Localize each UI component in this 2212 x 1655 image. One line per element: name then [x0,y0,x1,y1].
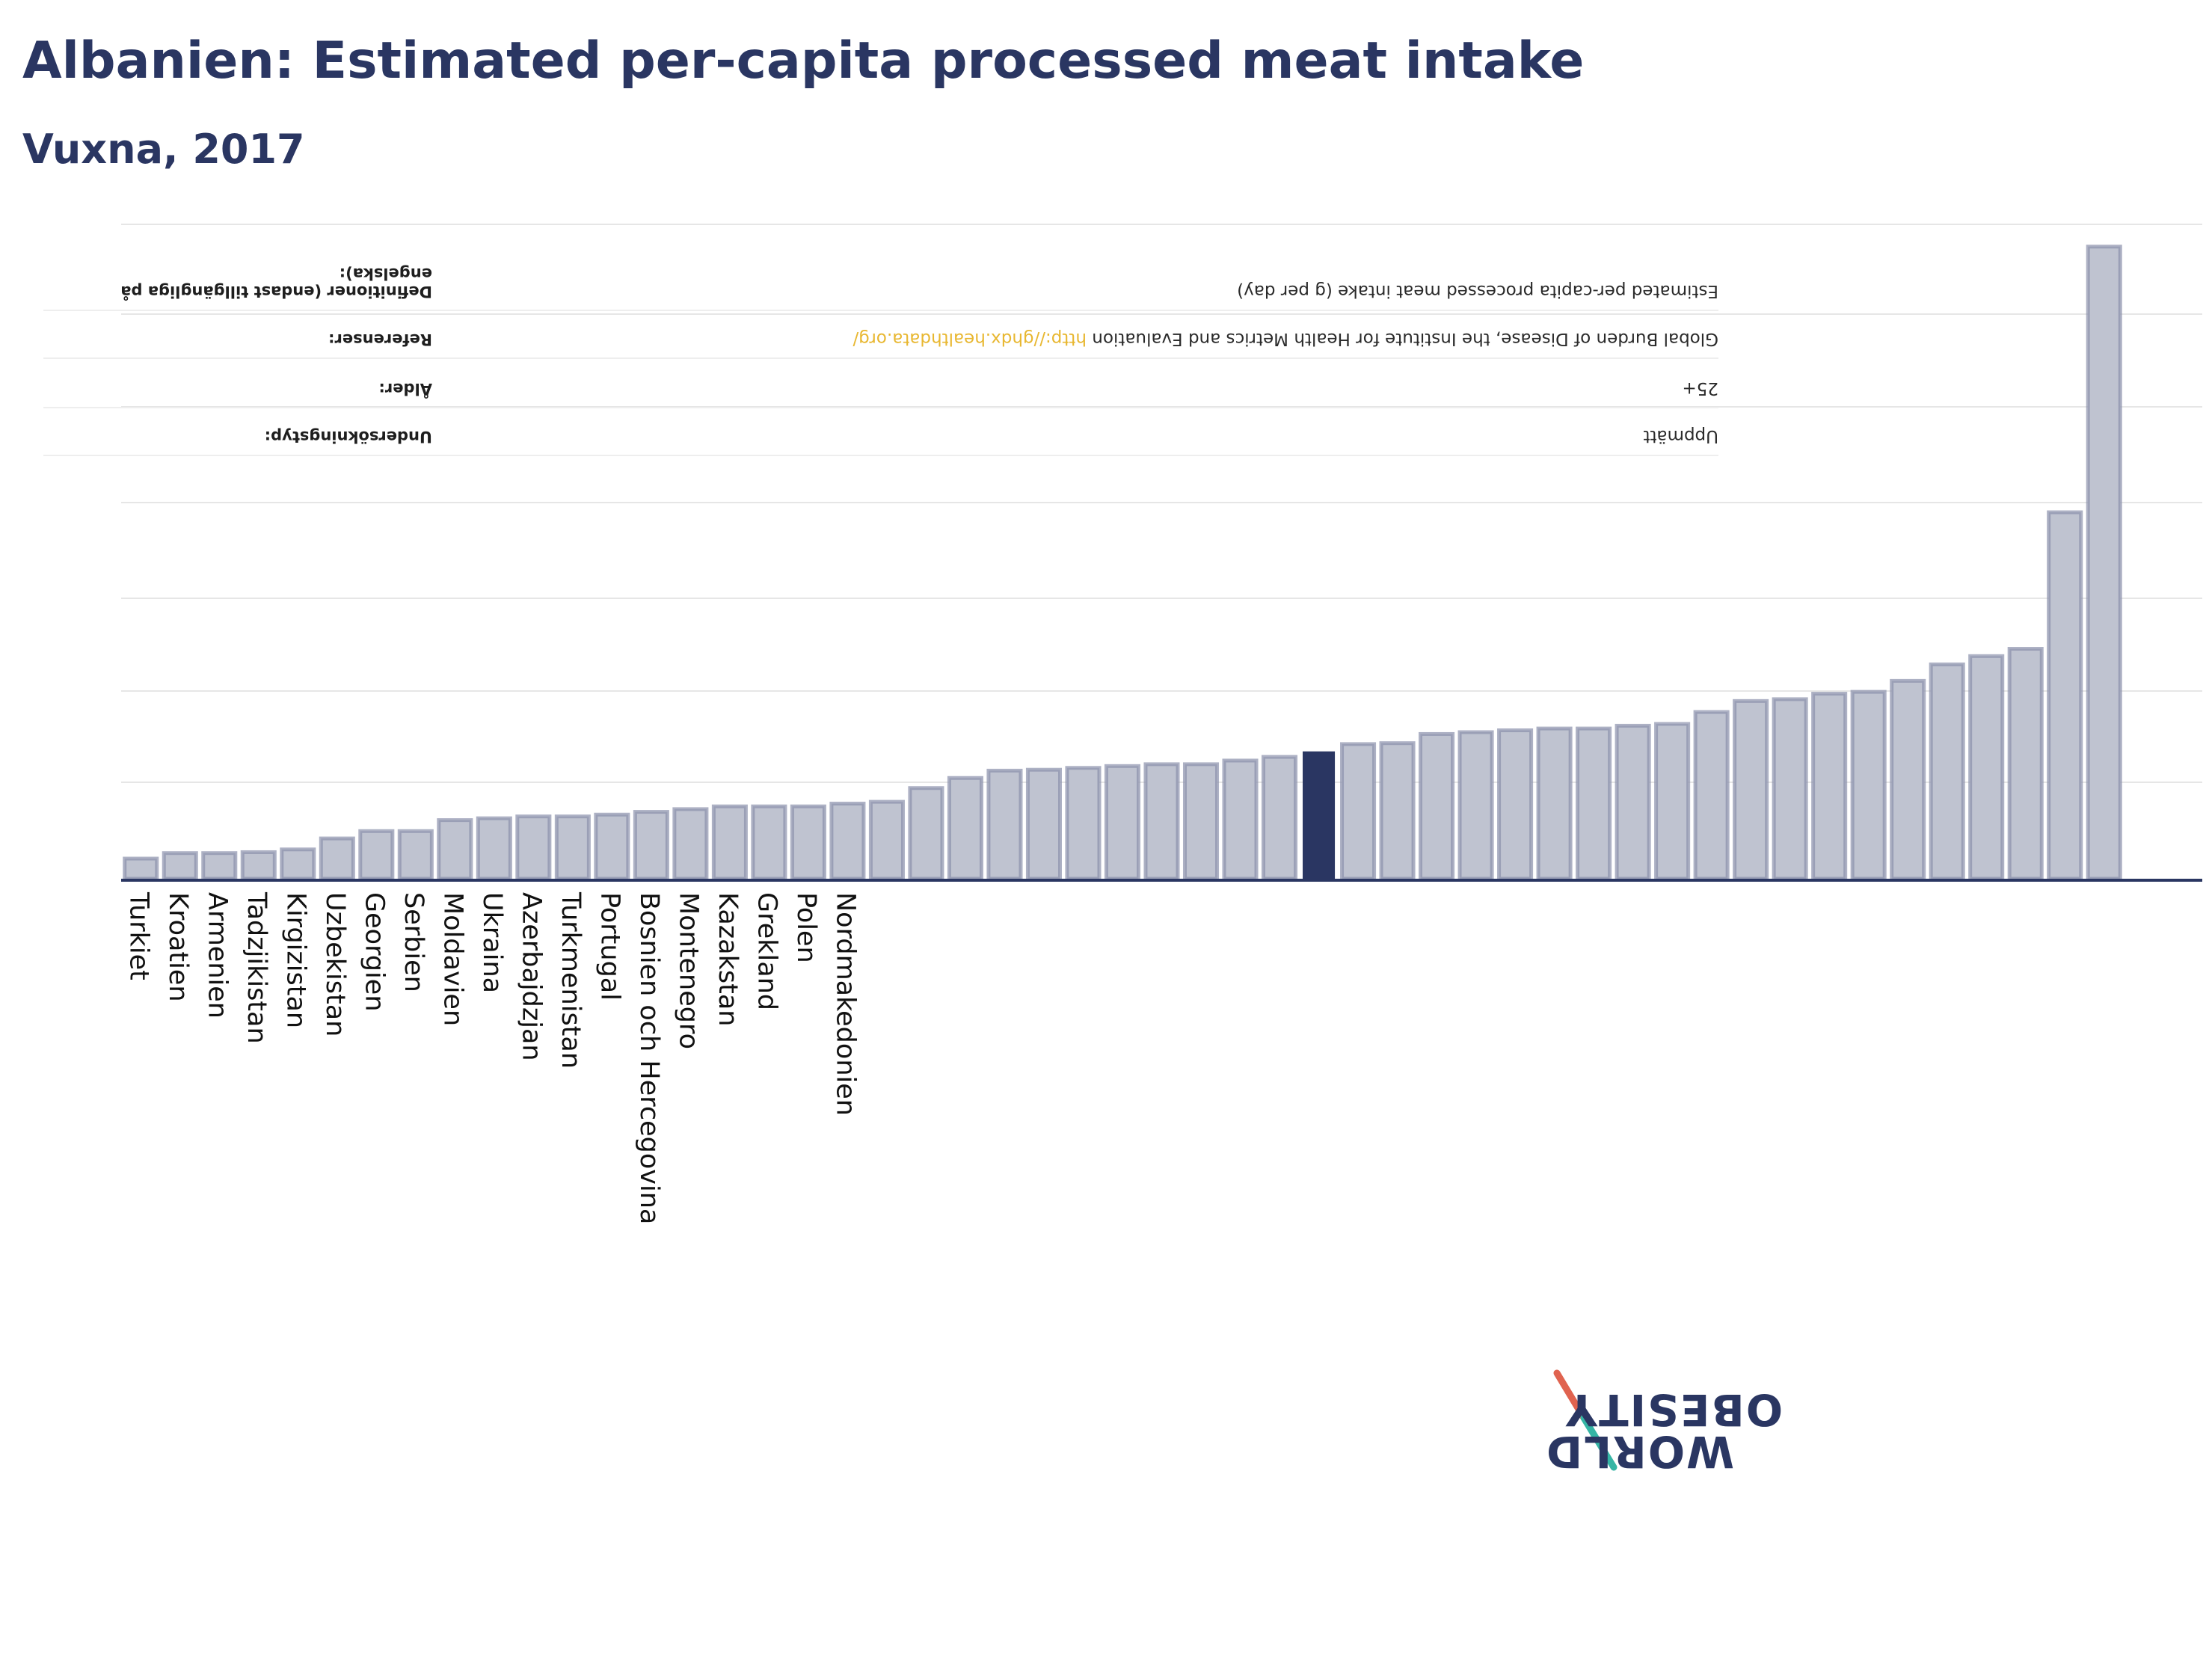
bar-serbien [397,829,434,881]
bar-33 [1419,731,1455,881]
bar-42 [1772,697,1808,881]
bar-georgien [358,829,395,881]
logo-word-world: WORLD [1545,1426,1735,1477]
bar-kazakstan [711,804,748,881]
bar-47 [1968,654,2005,881]
chart-title: Albanien: Estimated per-capita processed… [22,31,1585,90]
tick-label-ukraina: Ukraina [477,892,507,993]
bar-35 [1497,728,1534,881]
bar-48 [2007,647,2044,881]
bar-montenegro [672,807,709,881]
bar-27 [1182,762,1220,881]
bar-portugal [594,812,630,881]
bar-grekland [751,804,787,881]
bar-25 [1104,764,1141,881]
bar-tadzjikistan [240,850,277,881]
bar-kirgizistan [280,847,316,881]
bar-39 [1654,722,1691,881]
tick-label-turkmenistan: Turkmenistan [556,891,586,1069]
logo-slash-icon [1553,1369,1617,1471]
tick-label-montenegro: Montenegro [673,892,703,1049]
bar-49 [2047,510,2083,881]
bar-20 [908,786,944,881]
bar-38 [1615,723,1651,881]
bar-36 [1536,726,1573,881]
tick-label-turkiet: Turkiet [123,891,153,980]
bar-19 [868,799,905,881]
bar-34 [1457,730,1494,881]
bar-46 [1929,662,1965,881]
bar-ukraina [476,816,512,881]
tick-label-moldavien: Moldavien [437,892,467,1026]
world-obesity-logo: OBESITY WORLD [1540,1369,1783,1481]
tick-label-kazakstan: Kazakstan [713,892,743,1026]
bar-azerbajdzjan [515,814,552,881]
bar-polen [790,804,826,881]
tick-label-grekland: Grekland [752,892,781,1010]
bar-nordmakedonien [829,802,866,881]
bar-24 [1065,766,1102,881]
bar-uzbekistan [319,836,355,881]
tick-label-armenien: Armenien [202,892,232,1019]
bar-turkiet [123,856,159,881]
tick-label-kirgizistan: Kirgizistan [280,892,310,1028]
bar-moldavien [437,818,473,881]
bar-23 [1025,767,1063,881]
bar-32 [1379,741,1416,881]
bar-40 [1693,710,1730,881]
bar-21 [947,776,983,881]
bar-31 [1340,742,1377,881]
bar-26 [1143,762,1180,881]
bar-45 [1890,678,1926,881]
tick-label-azerbajdzjan: Azerbajdzjan [516,892,546,1061]
tick-label-serbien: Serbien [399,892,428,992]
bar-turkmenistan [554,814,591,881]
tick-label-tadzjikistan: Tadzjikistan [242,891,271,1044]
tick-label-kroatien: Kroatien [163,892,193,1002]
bar-albanien [1303,751,1336,879]
bar-armenien [201,851,238,881]
tick-label-nordmakedonien: Nordmakedonien [830,892,860,1116]
chart-subtitle: Vuxna, 2017 [22,126,305,173]
tick-label-bosnien-och-hercegovina: Bosnien och Hercegovina [634,892,664,1224]
bar-29 [1261,755,1298,881]
tick-label-polen: Polen [791,892,821,963]
bar-43 [1811,692,1848,881]
bar-41 [1733,698,1769,881]
bar-22 [986,768,1023,881]
bar-bosnien-och-hercegovina [633,810,669,881]
tick-label-uzbekistan: Uzbekistan [320,892,350,1037]
tick-label-georgien: Georgien [359,892,389,1012]
bar-37 [1576,726,1612,881]
bar-44 [1850,690,1887,881]
bar-kroatien [162,851,198,881]
tick-label-portugal: Portugal [595,892,624,1001]
bar-28 [1222,758,1259,881]
bar-50 [2086,245,2122,881]
logo-word-obesity: OBESITY [1564,1384,1784,1435]
